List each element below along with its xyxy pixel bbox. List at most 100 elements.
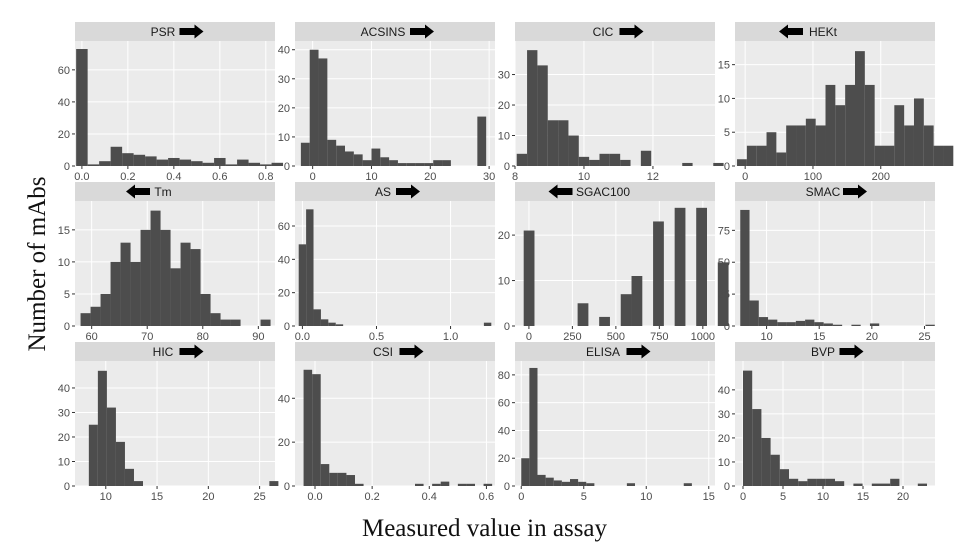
histogram-bar — [260, 319, 271, 326]
y-tick-label: 0 — [64, 161, 70, 173]
histogram-bar — [87, 164, 100, 166]
y-tick-label: 40 — [58, 97, 70, 109]
facet-title: ELISA — [586, 345, 620, 359]
histogram-bar — [640, 150, 652, 166]
facet-strip — [735, 22, 935, 41]
histogram-bar — [696, 207, 707, 326]
histogram-bar — [578, 481, 587, 486]
histogram-bar — [795, 320, 806, 326]
histogram-bar — [120, 242, 131, 326]
histogram-bar — [415, 483, 424, 486]
histogram-bar — [529, 367, 538, 486]
histogram-bar — [150, 210, 161, 326]
histogram-bar — [269, 481, 279, 486]
histogram-bar — [210, 313, 221, 326]
histogram-bar — [577, 303, 589, 326]
histogram-bar — [599, 316, 610, 326]
histogram-bar — [190, 249, 201, 326]
y-tick-label: 0 — [64, 321, 70, 333]
y-tick-label: 0 — [64, 481, 70, 493]
y-tick-label: 0 — [284, 161, 290, 173]
histogram-bar — [798, 481, 808, 486]
histogram-bar — [758, 317, 769, 326]
x-tick-label: 0.6 — [212, 171, 227, 183]
x-tick-label: 90 — [252, 331, 264, 343]
y-tick-label: 30 — [58, 407, 70, 419]
histogram-bar — [855, 51, 865, 167]
x-tick-label: 100 — [804, 171, 822, 183]
histogram-bar — [170, 268, 181, 326]
histogram-bar — [823, 323, 833, 326]
x-tick-label: 200 — [872, 171, 890, 183]
histogram-bar — [749, 300, 759, 326]
histogram-bar — [298, 244, 307, 326]
histogram-bar — [432, 483, 441, 486]
plot-panel-background — [735, 201, 935, 326]
histogram-bar — [160, 229, 171, 326]
histogram-bar — [558, 120, 569, 166]
facet-strip — [75, 182, 275, 201]
histogram-bar — [466, 483, 475, 486]
histogram-bar — [845, 84, 855, 166]
histogram-bar — [586, 483, 595, 486]
histogram-bar — [683, 483, 692, 486]
facet-strip — [515, 182, 715, 201]
y-tick-label: 10 — [718, 457, 730, 469]
histogram-bar — [786, 125, 797, 166]
histogram-bar — [832, 324, 843, 326]
y-tick-label: 0 — [724, 161, 730, 173]
histogram-bar — [353, 154, 363, 166]
y-tick-label: 75 — [718, 225, 730, 237]
histogram-bar — [825, 84, 836, 166]
facet-strip — [515, 22, 715, 41]
y-tick-label: 0 — [724, 481, 730, 493]
histogram-bar — [776, 152, 787, 166]
histogram-bar — [124, 468, 134, 486]
histogram-bar — [682, 162, 693, 166]
y-tick-label: 10 — [498, 131, 510, 143]
histogram-bar — [578, 156, 590, 166]
y-tick-label: 30 — [278, 74, 290, 86]
histogram-bar — [890, 478, 900, 486]
x-tick-label: 0.0 — [74, 171, 89, 183]
y-tick-label: 20 — [718, 433, 730, 445]
direction-arrow-icon — [619, 24, 644, 39]
y-tick-label: 5 — [64, 289, 70, 301]
x-tick-label: 20 — [897, 491, 909, 503]
histogram-bar — [620, 159, 631, 166]
histogram-bar — [740, 209, 750, 326]
y-tick-label: 30 — [718, 409, 730, 421]
histogram-bar — [894, 105, 905, 166]
facet-strip — [735, 182, 935, 201]
y-tick-label: 60 — [278, 221, 290, 233]
histogram-bar — [179, 159, 192, 166]
histogram-bar — [869, 323, 880, 326]
histogram-bar — [309, 49, 319, 166]
y-tick-label: 0 — [504, 161, 510, 173]
histogram-bar — [303, 369, 313, 486]
facet-strip — [75, 22, 275, 41]
x-tick-label: 10 — [760, 331, 772, 343]
x-tick-label: 70 — [141, 331, 153, 343]
x-tick-label: 0.6 — [479, 491, 494, 503]
histogram-bar — [864, 84, 875, 166]
histogram-bar — [631, 276, 643, 326]
histogram-bar — [214, 157, 226, 166]
histogram-bar — [547, 120, 559, 166]
histogram-bar — [100, 293, 111, 326]
histogram-bar — [768, 319, 778, 326]
histogram-bar — [713, 162, 724, 166]
histogram-bar — [442, 160, 451, 166]
histogram-bar — [380, 157, 390, 166]
facet-panel-elisa: ELISA 0 20 40 60 80 0 5 10 15 — [498, 342, 715, 503]
histogram-bar — [371, 148, 381, 166]
direction-arrow-icon — [839, 344, 864, 359]
facet-panel-cic: CIC 0 10 20 30 8 10 12 — [498, 22, 724, 183]
histogram-bar — [191, 161, 203, 166]
histogram-bar — [483, 322, 492, 326]
facet-strip — [295, 342, 495, 361]
histogram-bar — [260, 164, 272, 166]
facet-title: ACSINS — [361, 25, 406, 39]
y-tick-label: 10 — [498, 276, 510, 288]
